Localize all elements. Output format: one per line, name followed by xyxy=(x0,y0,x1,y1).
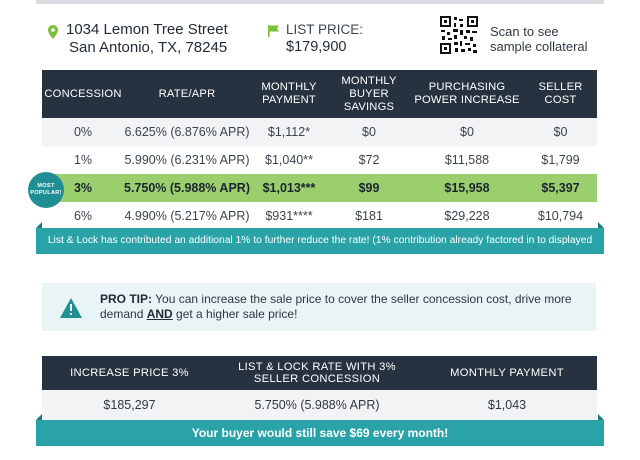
table-header: CONCESSION RATE/APR MONTHLY PAYMENT MONTH… xyxy=(42,70,597,118)
table-row: 1% 5.990% (6.231% APR) $1,040** $72 $11,… xyxy=(42,146,597,174)
pro-tip-emphasis: AND xyxy=(146,307,173,321)
column-header: LIST & LOCK RATE WITH 3% SELLER CONCESSI… xyxy=(238,361,396,385)
cell-payment: $1,112* xyxy=(267,125,311,139)
address-line-1: 1034 Lemon Tree Street xyxy=(66,21,228,38)
cell-rate: 5.750% (5.988% APR) xyxy=(254,398,380,412)
cell-concession: 1% xyxy=(73,153,93,167)
cell-concession: 3% xyxy=(73,181,93,195)
cell-rate: 5.990% (6.231% APR) xyxy=(124,153,250,167)
cell-cost: $0 xyxy=(553,125,568,139)
qr-code-icon[interactable] xyxy=(440,16,478,54)
badge-line-2: POPULAR! xyxy=(30,189,62,196)
cell-cost: $1,799 xyxy=(541,153,580,167)
pro-tip-text-1: You can increase the sale price to cover… xyxy=(100,292,572,321)
badge-line-1: MOST xyxy=(37,183,55,189)
column-header: INCREASE PRICE 3% xyxy=(70,367,189,379)
cell-power: $0 xyxy=(460,125,474,139)
list-price-label: LIST PRICE: xyxy=(286,22,364,37)
pro-tip-text-2: get a higher sale price! xyxy=(172,307,298,321)
table-row: 0% 6.625% (6.876% APR) $1,112* $0 $0 $0 xyxy=(42,118,597,146)
table-row: 6% 4.990% (5.217% APR) $931**** $181 $29… xyxy=(42,202,597,230)
ribbon-fold-left xyxy=(36,222,42,228)
increase-price-table: INCREASE PRICE 3% LIST & LOCK RATE WITH … xyxy=(42,356,597,420)
list-price-value: $179,900 xyxy=(286,39,347,55)
ribbon-fold-right xyxy=(598,222,604,228)
cell-savings: $181 xyxy=(355,209,383,223)
cell-rate: 5.750% (5.988% APR) xyxy=(124,181,250,195)
pro-tip-box: PRO TIP: You can increase the sale price… xyxy=(42,283,596,331)
table-header: INCREASE PRICE 3% LIST & LOCK RATE WITH … xyxy=(42,356,597,390)
cell-payment: $1,040** xyxy=(265,153,313,167)
cell-rate: 4.990% (5.217% APR) xyxy=(124,209,250,223)
cell-concession: 6% xyxy=(73,209,93,223)
column-header: CONCESSION xyxy=(44,87,122,100)
cell-monthly-payment: $1,043 xyxy=(487,398,527,412)
scan-text-line-1: Scan to see xyxy=(490,24,559,39)
cell-payment: $931**** xyxy=(265,209,313,223)
column-header: MONTHLY BUYER SAVINGS xyxy=(341,74,397,113)
cell-power: $15,958 xyxy=(444,181,490,195)
flag-icon xyxy=(268,25,279,37)
column-header: SELLER COST xyxy=(538,81,583,106)
cell-payment: $1,013*** xyxy=(262,181,316,195)
pro-tip-label: PRO TIP: xyxy=(100,292,153,306)
column-header: MONTHLY PAYMENT xyxy=(261,81,317,106)
column-header: PURCHASING POWER INCREASE xyxy=(414,81,520,106)
cell-power: $11,588 xyxy=(444,153,490,167)
concession-table: CONCESSION RATE/APR MONTHLY PAYMENT MONTH… xyxy=(42,70,597,230)
contribution-note: List & Lock has contributed an additiona… xyxy=(36,228,604,272)
most-popular-badge: MOST POPULAR! xyxy=(28,172,64,208)
cell-power: $29,228 xyxy=(444,209,490,223)
column-header: RATE/APR xyxy=(158,87,216,100)
cell-cost: $10,794 xyxy=(537,209,584,223)
table-row: $185,297 5.750% (5.988% APR) $1,043 xyxy=(42,390,597,420)
cell-savings: $99 xyxy=(358,181,380,195)
cell-savings: $0 xyxy=(362,125,376,139)
column-header: MONTHLY PAYMENT xyxy=(450,367,564,379)
cell-rate: 6.625% (6.876% APR) xyxy=(124,125,250,139)
cell-cost: $5,397 xyxy=(541,181,580,195)
table-row-highlighted: 3% 5.750% (5.988% APR) $1,013*** $99 $15… xyxy=(42,174,597,202)
cell-savings: $72 xyxy=(358,153,380,167)
warning-icon xyxy=(60,298,82,318)
pro-tip-text: PRO TIP: You can increase the sale price… xyxy=(100,292,580,322)
savings-note: Your buyer would still save $69 every mo… xyxy=(36,420,604,446)
top-divider xyxy=(36,0,604,4)
ribbon-fold-right xyxy=(598,414,604,420)
scan-text-line-2: sample collateral xyxy=(490,39,588,54)
property-header: 1034 Lemon Tree Street San Antonio, TX, … xyxy=(0,0,640,70)
address-line-2: San Antonio, TX, 78245 xyxy=(69,39,228,56)
cell-concession: 0% xyxy=(73,125,93,139)
map-pin-icon xyxy=(48,25,58,39)
ribbon-fold-left xyxy=(36,414,42,420)
cell-increased-price: $185,297 xyxy=(103,398,156,412)
